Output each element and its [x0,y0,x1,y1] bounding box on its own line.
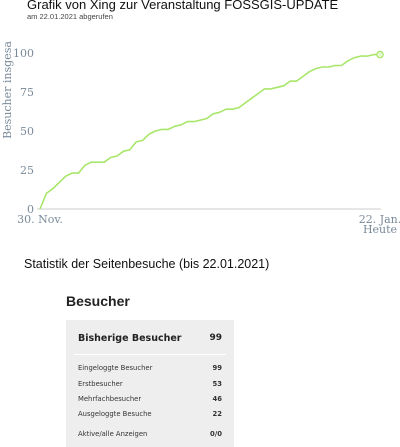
x-tick-label: 30. Nov. [17,213,63,226]
section-title: Statistik der Seitenbesuche (bis 22.01.2… [24,257,270,271]
series-line [39,53,380,210]
stats-row-value: 46 [212,395,222,403]
stats-row: Erstbesucher 53 [78,380,222,388]
stats-row-value: 0/0 [210,430,222,438]
x-tick-label: 22. Jan. [359,213,400,226]
stats-row[interactable]: Aktive/alle Anzeigen 0/0 [78,430,222,438]
series-end-marker[interactable] [376,50,384,59]
stats-row-value: 99 [209,333,222,343]
stats-row-total: Bisherige Besucher 99 [78,333,222,344]
stats-row-label: Erstbesucher [78,380,123,388]
chart-subtitle: am 22.01.2021 abgerufen [27,12,113,21]
x-tick-label: Heute [363,223,397,236]
visitor-stats-panel: Bisherige Besucher 99 Eingeloggte Besuch… [66,320,234,447]
visitors-line-chart: Besucher insgesa 0 25 50 75 100 30. Nov. 22. … [1,41,400,236]
y-tick-label: 50 [20,125,34,138]
y-axis-label: Besucher insgesa [1,41,14,139]
stats-row-value: 22 [212,410,222,418]
stats-row: Ausgeloggte Besuche 22 [78,410,222,418]
stats-row-label: Bisherige Besucher [78,333,182,344]
chart-title: Grafik von Xing zur Veranstaltung FOSSGI… [27,0,339,12]
y-tick-label: 0 [27,203,34,216]
stats-row: Eingeloggte Besucher 99 [78,364,222,372]
y-tick-label: 75 [20,86,34,99]
stats-row-label: Aktive/alle Anzeigen [78,430,148,438]
stats-row-label: Eingeloggte Besucher [78,364,153,372]
stats-heading: Besucher [66,293,130,309]
stats-row-label: Ausgeloggte Besuche [78,410,152,418]
stats-row: Mehrfachbesucher 46 [78,395,222,403]
y-tick-label: 100 [13,47,34,60]
stats-row-label: Mehrfachbesucher [78,395,142,403]
divider [74,354,226,355]
stats-row-value: 99 [212,364,222,372]
y-tick-label: 25 [20,164,34,177]
stats-row-value: 53 [212,380,222,388]
